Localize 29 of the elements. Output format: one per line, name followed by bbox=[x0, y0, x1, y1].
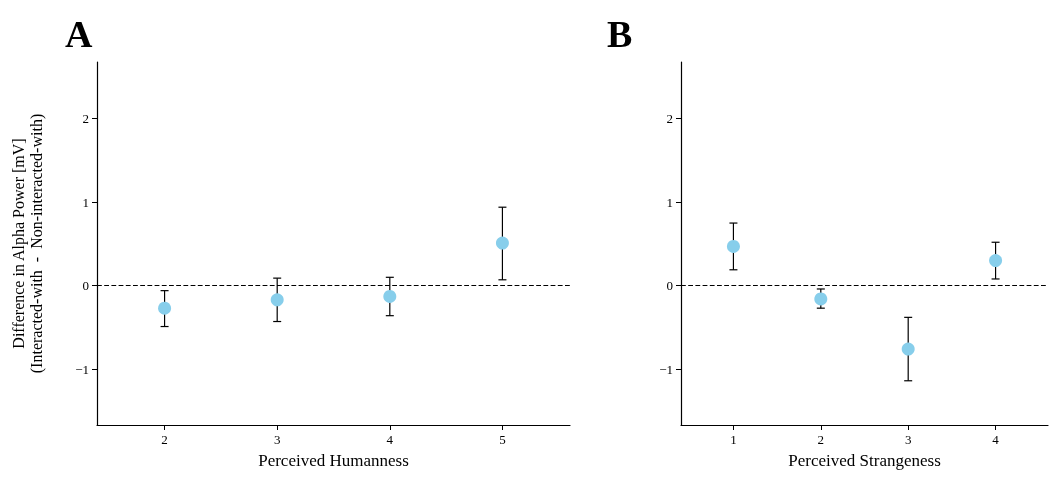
point bbox=[383, 289, 397, 303]
y-tick-label: 2 bbox=[666, 111, 673, 127]
point bbox=[495, 236, 509, 250]
x-tick-label: 4 bbox=[386, 432, 394, 447]
x-tick-label: 5 bbox=[499, 432, 506, 447]
x-tick-label: 2 bbox=[817, 432, 825, 447]
x-tick-label: 2 bbox=[161, 432, 168, 447]
point bbox=[901, 342, 915, 356]
x-axis-title: Perceived Humanness bbox=[258, 450, 409, 470]
y-tick-label: 0 bbox=[82, 278, 89, 294]
y-tick-label: −1 bbox=[75, 361, 89, 377]
y-tick-label: 1 bbox=[82, 194, 89, 210]
point bbox=[158, 301, 172, 315]
y-tick-label: 1 bbox=[666, 194, 673, 210]
y-tick-label: 0 bbox=[666, 278, 673, 294]
x-tick-label: 4 bbox=[992, 432, 1000, 447]
y-tick-label: 2 bbox=[82, 111, 89, 127]
point bbox=[726, 239, 740, 253]
point bbox=[270, 293, 284, 307]
y-axis-title: Difference in Alpha Power [mV] (Interacted-with - Non-interacted-with) bbox=[9, 113, 46, 374]
chart-title: A bbox=[65, 13, 93, 55]
y-tick-label: −1 bbox=[659, 361, 673, 377]
point bbox=[989, 254, 1003, 268]
point bbox=[814, 292, 828, 306]
x-axis-title: Perceived Strangeness bbox=[788, 450, 941, 470]
x-tick-label: 3 bbox=[273, 432, 281, 447]
x-tick-label: 3 bbox=[904, 432, 912, 447]
chart-title: B bbox=[607, 13, 633, 55]
x-tick-label: 1 bbox=[730, 432, 737, 447]
